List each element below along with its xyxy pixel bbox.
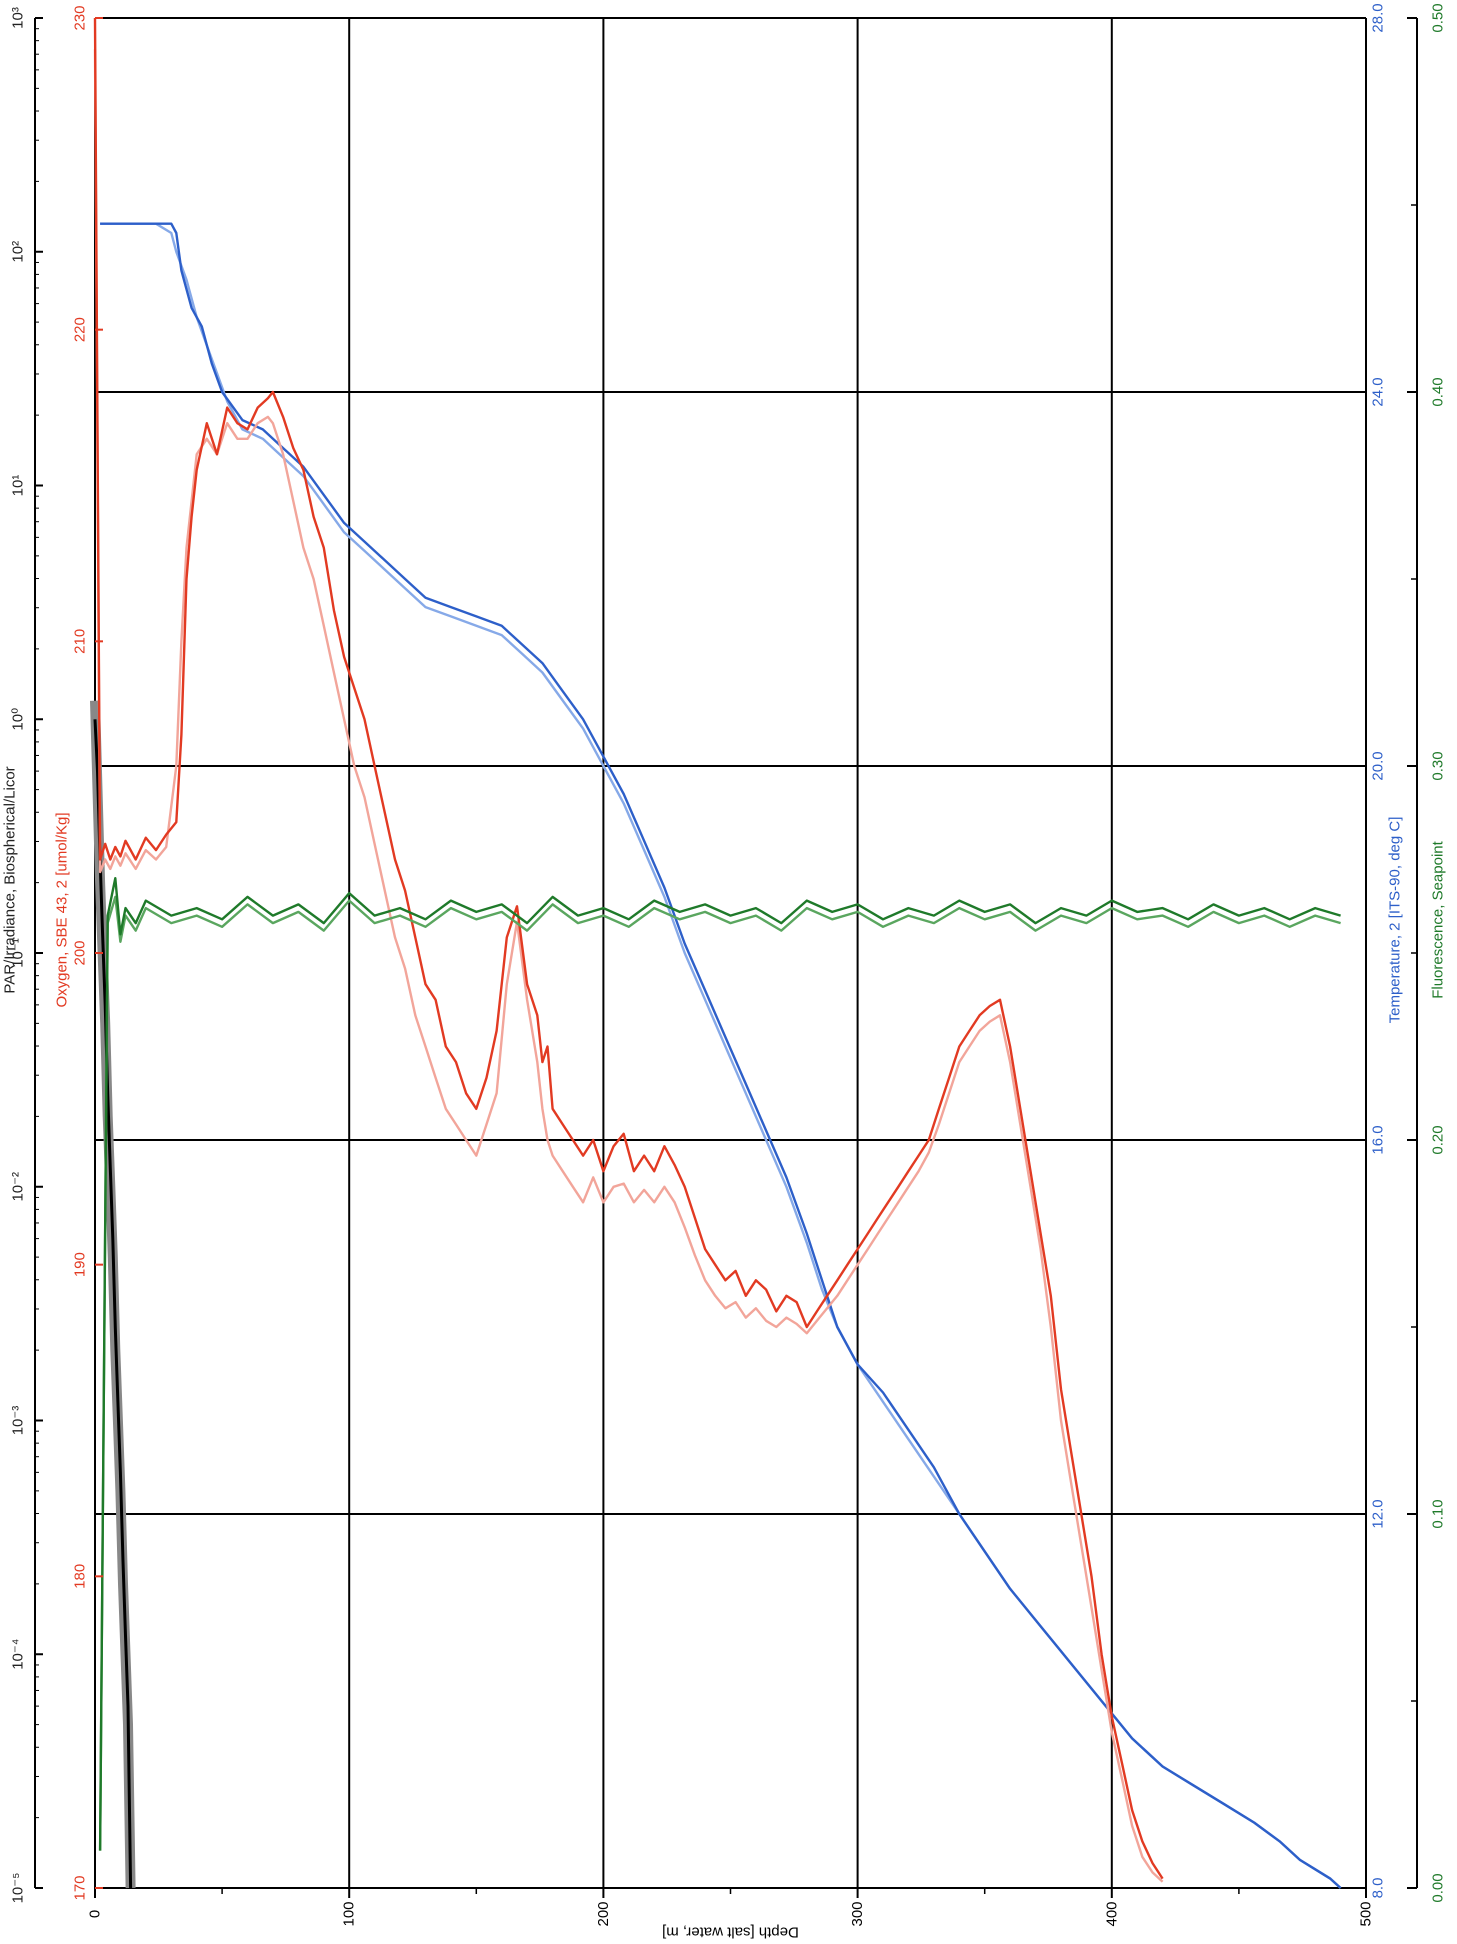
par-axis-title: PAR/Irradiance, Biospherical/Licor [2, 766, 19, 993]
depth-axis-title: Depth [salt water, m] [662, 1924, 799, 1941]
par-tick-label: 10⁻¹ [10, 938, 27, 968]
oxygen-tick-label: 200 [72, 940, 89, 965]
oxygen-tick-label: 210 [72, 629, 89, 654]
oxygen-dark-series-line [93, 17, 1164, 1880]
oxygen-axis-title: Oxygen, SBE 43, 2 [umol/Kg] [54, 812, 71, 1007]
temperature-tick-label: 8.0 [1370, 1878, 1387, 1899]
depth-tick-label: 300 [849, 1901, 866, 1926]
oxygen-tick-label: 170 [72, 1875, 89, 1900]
par-tick-label: 10² [10, 241, 27, 263]
axis-layer: 0 100 200 300 400 500 Depth [salt water, m] 10⁻… [2, 3, 1447, 1940]
temperature-tick-label: 12.0 [1370, 1499, 1387, 1528]
fluorescence-tick-label: 0.10 [1430, 1499, 1447, 1528]
par-tick-label: 10⁻² [10, 1172, 27, 1202]
oxygen-tick-label: 190 [72, 1252, 89, 1277]
fluorescence-tick-label: 0.40 [1430, 377, 1447, 406]
fluorescence-tick-label: 0.20 [1430, 1125, 1447, 1154]
par-tick-label: 10³ [10, 7, 27, 29]
depth-tick-label: 500 [1358, 1901, 1375, 1926]
oxygen-tick-label: 230 [72, 5, 89, 30]
oxygen-tick-label: 220 [72, 317, 89, 342]
par-tick-label: 10⁻⁵ [10, 1873, 27, 1904]
fluorescence-axis-title: Fluorescence, Seapoint [1430, 840, 1447, 998]
oxygen-tick-label: 180 [72, 1564, 89, 1589]
fluorescence-light-series-line [98, 895, 1341, 1851]
temperature-axis-title: Temperature, 2 [ITS-90, deg C] [1387, 817, 1404, 1024]
depth-tick-label: 200 [595, 1901, 612, 1926]
oxygen-light-series-line [93, 49, 1164, 1883]
fluorescence-tick-label: 0.30 [1430, 751, 1447, 780]
fluorescence-tick-label: 0.50 [1430, 3, 1447, 32]
par-black-series-line [93, 719, 133, 1889]
temperature-tick-label: 24.0 [1370, 377, 1387, 406]
par-tick-label: 10¹ [10, 475, 27, 497]
par-tick-label: 10⁻⁴ [10, 1639, 27, 1670]
temperature-tick-label: 20.0 [1370, 751, 1387, 780]
par-tick-label: 10⁻³ [10, 1406, 27, 1436]
fluorescence-dark-series-line [98, 877, 1341, 1851]
depth-tick-label: 0 [87, 1910, 104, 1918]
grid-layer [94, 17, 1367, 1889]
fluorescence-tick-label: 0.00 [1430, 1873, 1447, 1902]
depth-tick-label: 100 [341, 1901, 358, 1926]
temperature-tick-label: 28.0 [1370, 3, 1387, 32]
temperature-tick-label: 16.0 [1370, 1125, 1387, 1154]
depth-tick-label: 400 [1103, 1901, 1120, 1926]
par-tick-label: 10⁰ [10, 708, 27, 731]
series-layer [90, 17, 1342, 1889]
